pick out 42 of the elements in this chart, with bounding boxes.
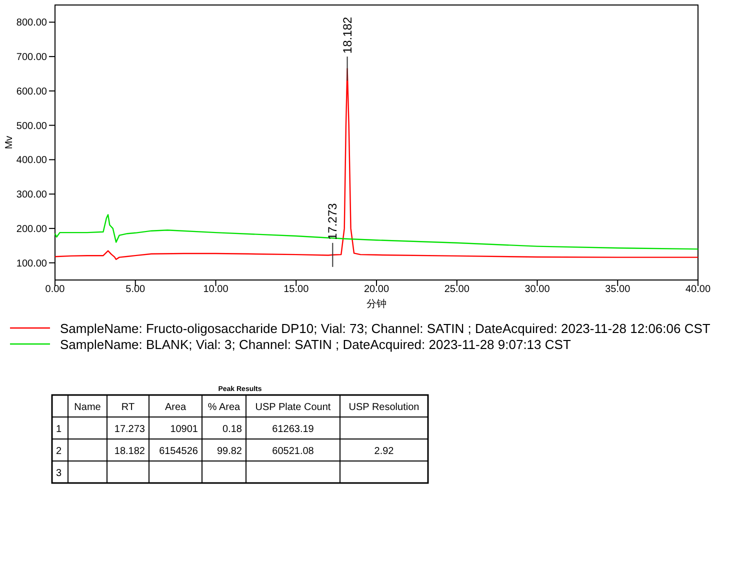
line-series [54, 68, 699, 260]
x-tick-label: 25.00 [444, 284, 470, 295]
y-tick-label: 400.00 [16, 155, 48, 166]
category-label: 1 [56, 424, 62, 435]
legend-label: SampleName: Fructo-oligosaccharide DP10; Vial: 73; Channel: SATIN ; DateAcquired: 2023-11-28 12:06:06 CST [60, 321, 710, 336]
category-label: USP Plate Count [255, 402, 331, 413]
category-label: 3 [56, 468, 62, 479]
text: 10901 [170, 424, 198, 435]
category-label: Area [164, 402, 186, 413]
x-tick-label: 5.00 [126, 284, 146, 295]
y-tick-label: 800.00 [16, 18, 48, 29]
text: 2.92 [374, 446, 394, 457]
category-label: USP Resolution [348, 402, 420, 413]
text: 6154526 [159, 446, 198, 457]
x-tick-label: 35.00 [605, 284, 631, 295]
text: 60521.08 [272, 446, 314, 457]
y-tick-label: 100.00 [16, 258, 48, 270]
x-tick-label: 20.00 [364, 284, 390, 295]
category-label: RT [121, 402, 135, 413]
x-tick-label: 10.00 [203, 284, 229, 295]
annotation: 17.273 [326, 202, 340, 240]
category-label: 2 [56, 446, 62, 457]
x-tick-label: 30.00 [524, 284, 550, 295]
text: 0.18 [222, 424, 242, 435]
x-tick-label: 15.00 [284, 284, 310, 295]
text: 18.182 [114, 446, 145, 457]
y-tick-label: 200.00 [16, 224, 48, 235]
x-tick-label: 40.00 [685, 284, 711, 295]
category-label: % Area [208, 402, 241, 413]
y-tick-label: 700.00 [16, 52, 48, 64]
text: 17.273 [114, 424, 145, 435]
y-tick-label: 500.00 [16, 120, 48, 132]
y-axis-title: Mv [4, 136, 15, 150]
x-tick-label: 0.00 [45, 284, 66, 295]
annotation: 18.182 [340, 16, 354, 54]
x-axis-title: 分钟 [366, 298, 386, 310]
legend-label: SampleName: BLANK; Vial: 3; Channel: SATIN ; DateAcquired: 2023-11-28 9:07:13 CST [60, 337, 571, 352]
y-tick-label: 600.00 [16, 86, 48, 98]
y-tick-label: 300.00 [16, 190, 48, 201]
text: 99.82 [216, 446, 242, 457]
category-label: Name [74, 402, 102, 413]
text: 61263.19 [272, 424, 314, 435]
